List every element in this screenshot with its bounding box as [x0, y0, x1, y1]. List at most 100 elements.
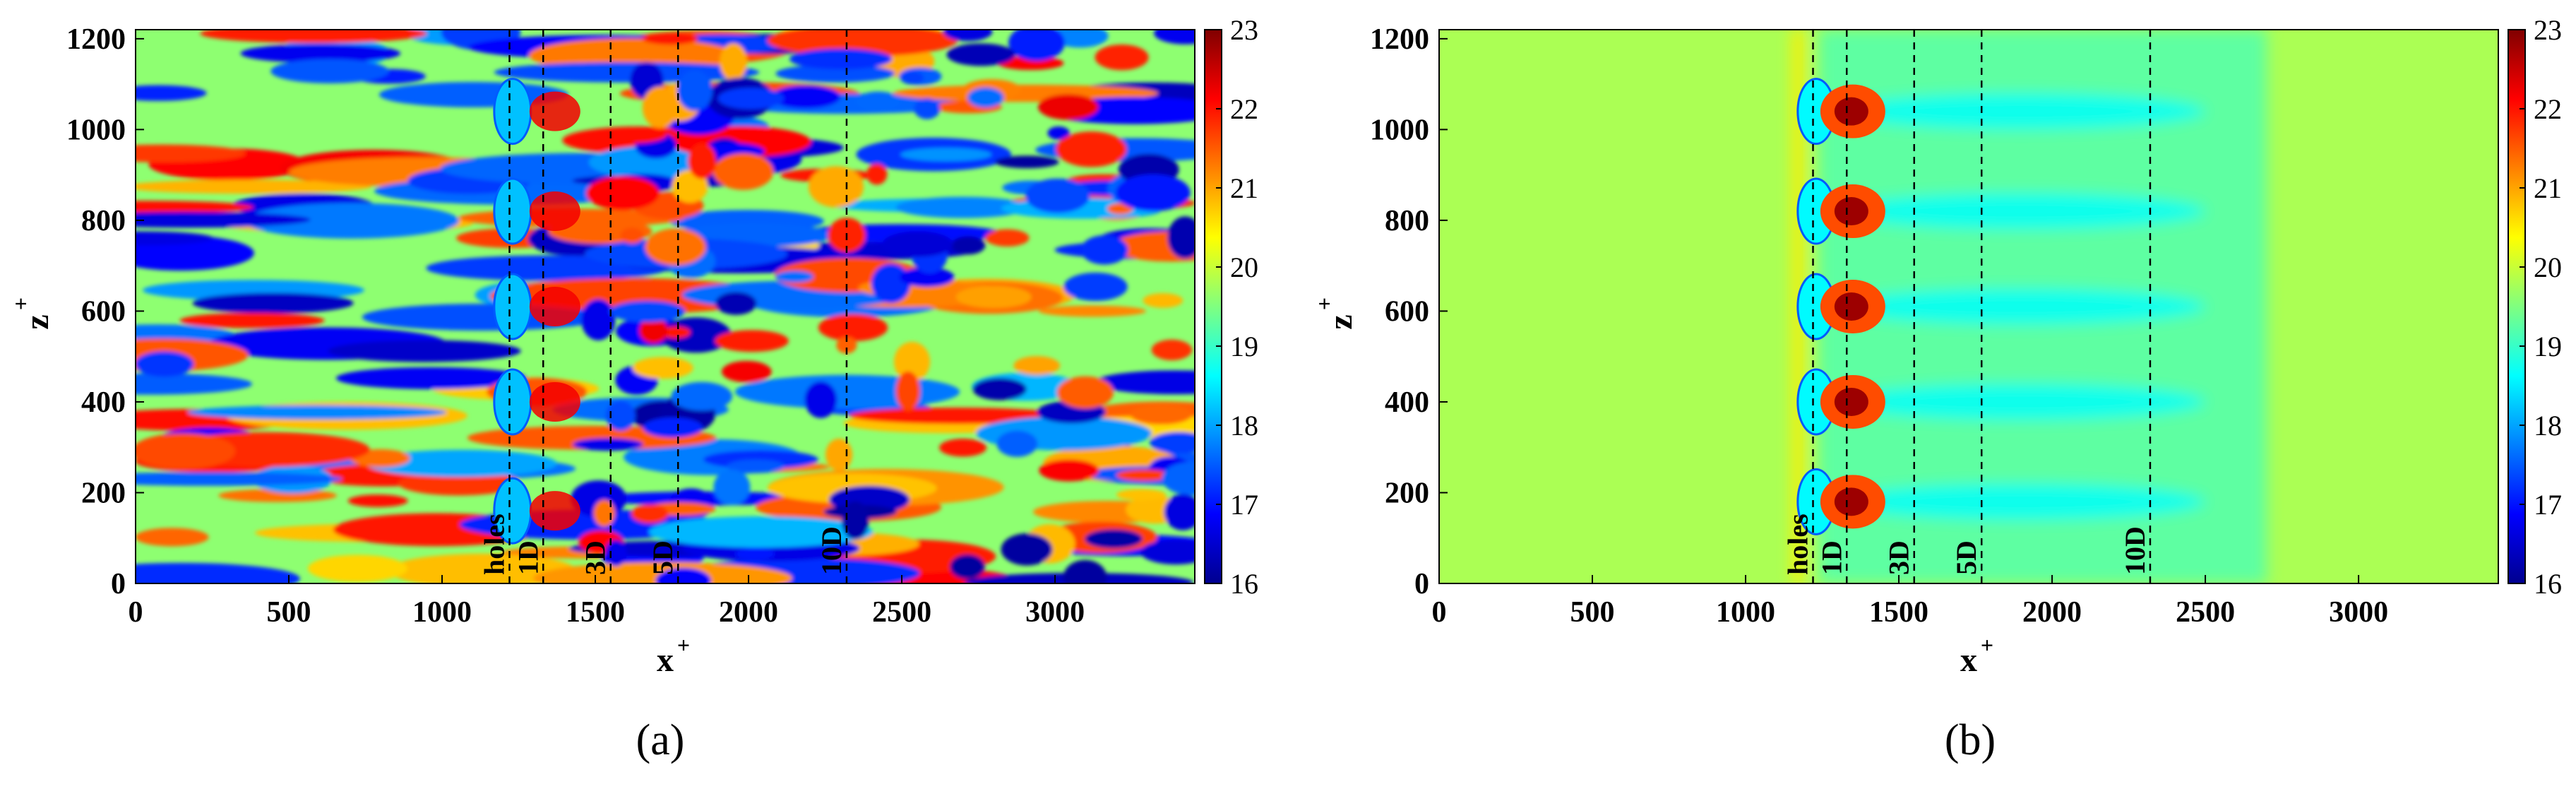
blob	[775, 271, 813, 283]
x-axis-label: x	[657, 641, 674, 679]
blob	[1056, 376, 1114, 409]
colorbar-tick-label: 16	[1230, 568, 1258, 600]
blob	[715, 330, 789, 352]
blob	[717, 88, 785, 109]
reference-line-label: 1D	[1815, 540, 1847, 575]
z-tick-label: 1200	[1370, 23, 1429, 56]
z-tick-label: 400	[81, 386, 126, 419]
blob	[1116, 174, 1191, 212]
hot-spot	[529, 491, 580, 531]
streak	[270, 59, 389, 83]
blob	[1151, 339, 1193, 361]
blob	[914, 98, 941, 119]
blob	[660, 326, 691, 339]
streak	[136, 179, 371, 194]
blob	[712, 153, 774, 190]
blob	[655, 567, 711, 583]
hot-spot	[529, 287, 580, 326]
blob	[721, 360, 772, 383]
hole-marker	[493, 78, 532, 146]
x-tick-label: 2000	[2022, 596, 2082, 629]
blob	[882, 231, 953, 257]
blob	[841, 501, 869, 540]
blob	[715, 292, 757, 315]
z-tick-label: 1200	[66, 23, 126, 56]
blob	[943, 30, 993, 42]
streak	[136, 472, 342, 486]
z-tick-label: 0	[1414, 568, 1429, 600]
blob	[713, 469, 751, 505]
x-axis-label-superscript: +	[677, 632, 690, 658]
reference-line-label: 1D	[512, 540, 544, 575]
colorbar-tick-label: 21	[1230, 172, 1258, 204]
z-tick-label: 600	[81, 295, 126, 328]
reference-line-label: 5D	[647, 540, 679, 575]
blob	[645, 228, 706, 266]
reference-line-label: holes	[1782, 514, 1814, 575]
wake-streak	[1837, 288, 2206, 325]
heatmap-field	[136, 30, 1195, 583]
blob	[995, 155, 1059, 169]
blob	[586, 176, 660, 210]
hole-features	[1796, 78, 1885, 535]
reference-line-label: 3D	[1883, 540, 1915, 575]
blob	[808, 166, 864, 208]
hot-spot-core	[1834, 292, 1868, 321]
blob	[855, 91, 901, 112]
z-tick-label: 0	[111, 568, 126, 600]
blob	[1085, 529, 1143, 549]
streak	[200, 30, 427, 43]
streak	[775, 64, 895, 83]
z-tick-label: 800	[1385, 205, 1429, 237]
hot-spot-core	[1834, 197, 1868, 226]
blob	[899, 267, 955, 287]
streak	[365, 449, 557, 477]
blob	[1047, 126, 1070, 140]
colorbar-tick-label: 21	[2534, 172, 2562, 204]
streak	[895, 196, 1030, 218]
streak	[398, 470, 520, 496]
z-tick-label: 200	[81, 477, 126, 509]
blob	[609, 300, 686, 323]
streak	[136, 85, 207, 101]
blob	[996, 430, 1038, 457]
x-tick-label: 0	[129, 596, 143, 629]
blob	[946, 43, 1015, 66]
blob	[1013, 356, 1061, 376]
hot-spot-core	[1834, 487, 1868, 516]
wake-streak	[1837, 193, 2206, 230]
reference-line-label: 10D	[816, 526, 847, 575]
hole-features	[493, 78, 580, 545]
blob	[1150, 432, 1195, 453]
reference-line-label: holes	[479, 514, 511, 575]
blob	[1167, 216, 1195, 259]
blob	[893, 341, 931, 382]
panel-b: holes 1D 3D 5D 10D 0 500 1000 1500 2000 2500 3000 0 2…	[1311, 14, 2562, 764]
x-axis-label-superscript: +	[1981, 632, 1993, 658]
streak	[187, 405, 447, 420]
streak	[244, 203, 460, 239]
blob	[735, 547, 775, 560]
blob	[866, 163, 888, 185]
blob	[1039, 459, 1099, 482]
plot-frame	[135, 29, 1195, 584]
streak	[328, 340, 521, 362]
streak	[494, 62, 760, 83]
streak	[335, 367, 527, 389]
z-axis-label-superscript: +	[8, 297, 33, 310]
blob	[972, 378, 1027, 401]
x-tick-label: 1000	[1716, 596, 1775, 629]
streak	[240, 44, 401, 64]
z-tick-label: 800	[81, 205, 126, 237]
z-tick-label: 1000	[1370, 114, 1429, 146]
blob	[955, 285, 1032, 309]
blob	[573, 438, 643, 451]
blob	[604, 540, 627, 566]
streak	[136, 351, 194, 377]
colorbar-tick-label: 20	[1230, 251, 1258, 283]
blob	[1008, 30, 1065, 61]
streak	[1038, 305, 1147, 317]
blob	[1130, 404, 1193, 425]
